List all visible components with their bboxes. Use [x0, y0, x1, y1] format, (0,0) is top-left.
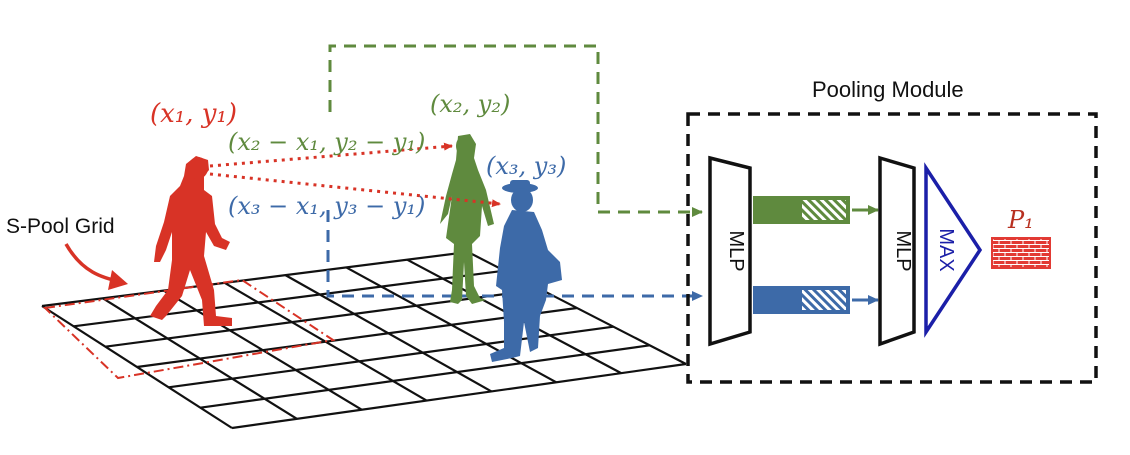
grid-line: [200, 344, 650, 409]
embedding-bar-blue: [753, 286, 850, 314]
brick-pattern-icon: [991, 237, 1051, 269]
walking-person-icon: [150, 156, 232, 326]
mlp-block-2: [878, 155, 916, 347]
max-label: MAX: [935, 228, 957, 271]
max-pool-triangle: [924, 162, 983, 338]
s-pool-grid-outline: [42, 278, 336, 380]
pooling-module-title: Pooling Module: [812, 77, 964, 102]
man-with-hat-icon: [490, 180, 562, 362]
grid-line: [105, 288, 541, 348]
relative-label-2: (x₂ − x₁, y₂ − y₁): [228, 128, 425, 156]
mlp-label-2: MLP: [892, 230, 914, 271]
mlp-block-1: [708, 155, 752, 347]
blue-route: [326, 210, 703, 301]
relative-label-3: (x₃ − x₁, y₃ − y₁): [228, 192, 425, 220]
coord-label-2: (x₂, y₂): [430, 90, 510, 118]
embedding-bar-green: [753, 196, 850, 224]
standing-woman-icon: [440, 134, 494, 304]
grid-line: [41, 250, 469, 308]
relative-arrows: [209, 142, 501, 208]
ground-grid: [41, 250, 687, 430]
mlp-label-1: MLP: [725, 230, 747, 271]
grid-line: [136, 306, 578, 369]
grid-line: [231, 362, 687, 430]
coord-label-3: (x₃, y₃): [486, 152, 566, 180]
green-route: [328, 44, 703, 217]
grid-line: [168, 325, 614, 389]
s-pool-grid-arrowhead: [108, 270, 128, 290]
s-pool-grid-label: S-Pool Grid: [6, 215, 115, 238]
grid-line: [73, 269, 505, 328]
pooling-module-box: [686, 112, 1098, 384]
coord-label-1: (x₁, y₁): [150, 99, 237, 129]
pooled-vector-label: P₁: [1007, 206, 1034, 234]
